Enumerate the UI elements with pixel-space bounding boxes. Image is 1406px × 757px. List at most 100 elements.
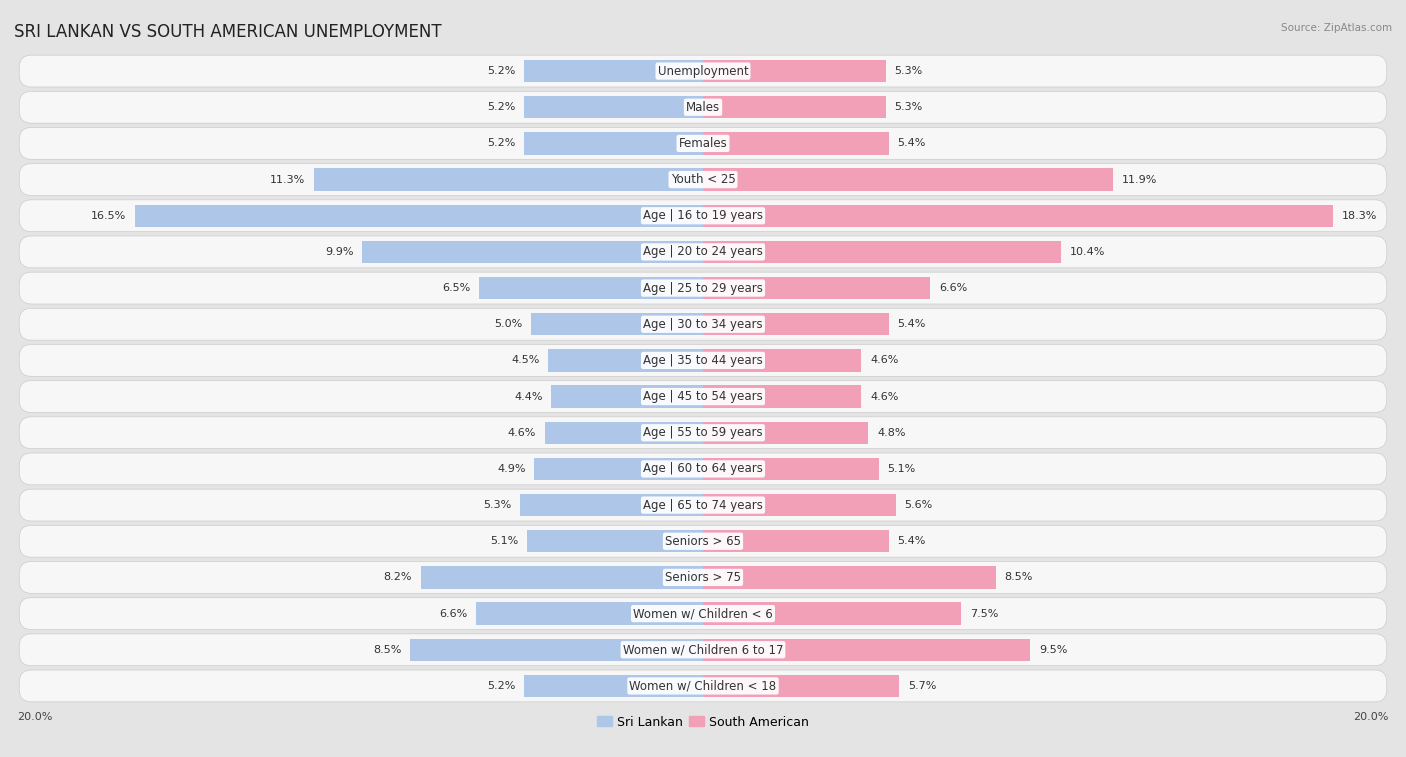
Text: 9.9%: 9.9% <box>325 247 353 257</box>
Text: 16.5%: 16.5% <box>91 210 127 221</box>
Text: 4.4%: 4.4% <box>515 391 543 401</box>
Bar <box>703 458 879 480</box>
Text: 5.1%: 5.1% <box>887 464 915 474</box>
FancyBboxPatch shape <box>20 344 1386 376</box>
Text: 5.3%: 5.3% <box>894 102 922 112</box>
FancyBboxPatch shape <box>20 417 1386 449</box>
Text: 6.5%: 6.5% <box>443 283 471 293</box>
Text: 7.5%: 7.5% <box>970 609 998 618</box>
Bar <box>703 96 886 118</box>
FancyBboxPatch shape <box>20 55 1386 87</box>
Text: Seniors > 75: Seniors > 75 <box>665 571 741 584</box>
Bar <box>703 204 1333 227</box>
Bar <box>703 385 862 408</box>
Text: 4.9%: 4.9% <box>498 464 526 474</box>
Text: Males: Males <box>686 101 720 114</box>
Bar <box>703 422 869 444</box>
Text: Age | 35 to 44 years: Age | 35 to 44 years <box>643 354 763 367</box>
Text: 4.6%: 4.6% <box>870 356 898 366</box>
Text: Seniors > 65: Seniors > 65 <box>665 534 741 548</box>
Bar <box>527 530 703 553</box>
Text: 6.6%: 6.6% <box>939 283 967 293</box>
Text: 20.0%: 20.0% <box>17 712 53 722</box>
Text: Age | 45 to 54 years: Age | 45 to 54 years <box>643 390 763 403</box>
Bar <box>520 494 703 516</box>
Text: Women w/ Children < 18: Women w/ Children < 18 <box>630 680 776 693</box>
Bar <box>531 313 703 335</box>
Bar <box>524 132 703 154</box>
Text: Women w/ Children < 6: Women w/ Children < 6 <box>633 607 773 620</box>
Bar <box>703 603 962 625</box>
Bar <box>475 603 703 625</box>
Text: 5.0%: 5.0% <box>494 319 522 329</box>
FancyBboxPatch shape <box>20 598 1386 630</box>
Text: 6.6%: 6.6% <box>439 609 467 618</box>
Text: Age | 25 to 29 years: Age | 25 to 29 years <box>643 282 763 294</box>
Bar <box>703 674 900 697</box>
Text: Age | 16 to 19 years: Age | 16 to 19 years <box>643 209 763 223</box>
Bar <box>703 241 1062 263</box>
Text: SRI LANKAN VS SOUTH AMERICAN UNEMPLOYMENT: SRI LANKAN VS SOUTH AMERICAN UNEMPLOYMEN… <box>14 23 441 41</box>
Bar <box>524 60 703 83</box>
Text: 11.9%: 11.9% <box>1122 175 1157 185</box>
Text: 5.1%: 5.1% <box>491 536 519 547</box>
Text: 5.4%: 5.4% <box>897 319 927 329</box>
Text: 5.3%: 5.3% <box>484 500 512 510</box>
Bar <box>703 313 889 335</box>
Text: 20.0%: 20.0% <box>1353 712 1389 722</box>
Text: 5.7%: 5.7% <box>908 681 936 691</box>
Bar <box>361 241 703 263</box>
Bar <box>411 639 703 661</box>
Text: 5.2%: 5.2% <box>486 139 515 148</box>
FancyBboxPatch shape <box>20 164 1386 195</box>
Text: Females: Females <box>679 137 727 150</box>
Text: 8.2%: 8.2% <box>384 572 412 582</box>
Text: 18.3%: 18.3% <box>1341 210 1378 221</box>
Bar <box>703 277 931 299</box>
FancyBboxPatch shape <box>20 200 1386 232</box>
FancyBboxPatch shape <box>20 670 1386 702</box>
Bar <box>703 566 995 589</box>
FancyBboxPatch shape <box>20 273 1386 304</box>
FancyBboxPatch shape <box>20 634 1386 665</box>
Bar <box>420 566 703 589</box>
Text: Unemployment: Unemployment <box>658 64 748 77</box>
Text: 9.5%: 9.5% <box>1039 645 1067 655</box>
Text: 4.6%: 4.6% <box>870 391 898 401</box>
Legend: Sri Lankan, South American: Sri Lankan, South American <box>592 711 814 734</box>
Bar <box>534 458 703 480</box>
Text: Age | 65 to 74 years: Age | 65 to 74 years <box>643 499 763 512</box>
Text: Age | 20 to 24 years: Age | 20 to 24 years <box>643 245 763 258</box>
FancyBboxPatch shape <box>20 525 1386 557</box>
FancyBboxPatch shape <box>20 453 1386 484</box>
Bar <box>524 674 703 697</box>
Bar <box>135 204 703 227</box>
Bar <box>479 277 703 299</box>
Bar <box>314 168 703 191</box>
FancyBboxPatch shape <box>20 236 1386 268</box>
FancyBboxPatch shape <box>20 381 1386 413</box>
Bar <box>544 422 703 444</box>
FancyBboxPatch shape <box>20 562 1386 593</box>
FancyBboxPatch shape <box>20 127 1386 159</box>
Text: 4.6%: 4.6% <box>508 428 536 438</box>
Bar <box>524 96 703 118</box>
Bar <box>548 349 703 372</box>
FancyBboxPatch shape <box>20 489 1386 521</box>
Text: 5.2%: 5.2% <box>486 681 515 691</box>
Text: 5.6%: 5.6% <box>904 500 932 510</box>
Text: 5.3%: 5.3% <box>894 66 922 76</box>
Text: 8.5%: 8.5% <box>1004 572 1033 582</box>
Text: 5.2%: 5.2% <box>486 102 515 112</box>
Text: 4.5%: 4.5% <box>510 356 540 366</box>
Bar <box>703 132 889 154</box>
Text: Age | 60 to 64 years: Age | 60 to 64 years <box>643 463 763 475</box>
Text: Youth < 25: Youth < 25 <box>671 173 735 186</box>
Bar <box>703 60 886 83</box>
Bar <box>703 349 862 372</box>
Text: 5.4%: 5.4% <box>897 139 927 148</box>
Bar <box>703 168 1114 191</box>
Text: 4.8%: 4.8% <box>877 428 905 438</box>
Bar <box>703 494 896 516</box>
Text: Source: ZipAtlas.com: Source: ZipAtlas.com <box>1281 23 1392 33</box>
